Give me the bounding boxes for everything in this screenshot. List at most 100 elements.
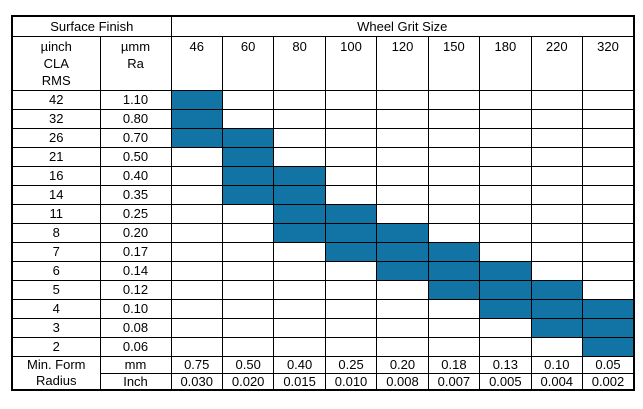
recommended-grit-cell	[170, 89, 223, 110]
grit-cell	[273, 108, 326, 129]
surface-finish-row: 3 0.08	[11, 317, 635, 338]
grit-cell	[273, 146, 326, 167]
grit-cell	[479, 127, 532, 148]
grit-size-header: 320	[582, 35, 635, 91]
grit-cell	[221, 89, 275, 110]
radius-value: 0.18	[427, 355, 481, 374]
recommended-grit-cell	[582, 317, 635, 338]
surface-finish-row: 11 0.25	[11, 203, 635, 224]
radius-value: 0.020	[221, 372, 275, 391]
umm-value: 0.50	[99, 146, 172, 167]
wheel-grit-size-header: Wheel Grit Size	[170, 15, 635, 37]
min-form-radius-row: Min. Form Radius mm 0.75 0.50 0.40 0.25 0.20 0.1…	[11, 355, 635, 391]
grit-cell	[427, 317, 481, 338]
grit-cell	[221, 260, 275, 281]
grit-cell	[170, 184, 223, 205]
umm-ra-header: µmm Ra	[99, 35, 172, 91]
grit-size-header: 46	[170, 35, 223, 91]
grit-size-header: 100	[324, 35, 378, 91]
grit-cell	[479, 241, 532, 262]
grit-cell	[170, 203, 223, 224]
grit-cell	[273, 89, 326, 110]
grit-cell	[170, 298, 223, 319]
min-form-radius-label: Min. Form Radius	[11, 355, 101, 391]
grit-size-header: 150	[427, 35, 481, 91]
grit-cell	[221, 317, 275, 338]
radius-value: 0.13	[479, 355, 532, 374]
grit-cell	[479, 89, 532, 110]
recommended-grit-cell	[221, 146, 275, 167]
grit-cell	[530, 203, 584, 224]
grit-cell	[376, 89, 429, 110]
grit-cell	[582, 89, 635, 110]
grit-cell	[170, 146, 223, 167]
grit-cell	[582, 108, 635, 129]
grit-cell	[273, 260, 326, 281]
recommended-grit-cell	[170, 127, 223, 148]
umm-value: 0.40	[99, 165, 172, 186]
uinch-value: 6	[11, 260, 101, 281]
recommended-grit-cell	[427, 241, 481, 262]
grit-cell	[582, 260, 635, 281]
recommended-grit-cell	[170, 108, 223, 129]
uinch-value: 26	[11, 127, 101, 148]
grit-cell	[479, 203, 532, 224]
grit-cell	[324, 89, 378, 110]
uinch-value: 2	[11, 336, 101, 357]
grit-size-header: 220	[530, 35, 584, 91]
grit-cell	[479, 184, 532, 205]
surface-finish-row: 7 0.17	[11, 241, 635, 262]
grit-cell	[479, 146, 532, 167]
umm-value: 0.17	[99, 241, 172, 262]
grit-cell	[376, 336, 429, 357]
grit-cell	[376, 108, 429, 129]
grit-cell	[582, 127, 635, 148]
grit-cell	[170, 317, 223, 338]
grit-size-header: 80	[273, 35, 326, 91]
radius-value: 0.25	[324, 355, 378, 374]
uinch-value: 16	[11, 165, 101, 186]
grit-cell	[479, 336, 532, 357]
radius-value: 0.40	[273, 355, 326, 374]
grit-cell	[170, 222, 223, 243]
grit-cell	[376, 203, 429, 224]
grit-cell	[324, 165, 378, 186]
grit-cell	[582, 241, 635, 262]
recommended-grit-cell	[324, 222, 378, 243]
uinch-value: 5	[11, 279, 101, 300]
umm-value: 0.35	[99, 184, 172, 205]
uinch-value: 11	[11, 203, 101, 224]
umm-value: 0.10	[99, 298, 172, 319]
surface-finish-row: 21 0.50	[11, 146, 635, 167]
recommended-grit-cell	[427, 260, 481, 281]
grit-cell	[376, 184, 429, 205]
radius-value: 0.20	[376, 355, 429, 374]
recommended-grit-cell	[324, 241, 378, 262]
grit-cell	[376, 165, 429, 186]
grit-cell	[427, 108, 481, 129]
grit-cell	[530, 184, 584, 205]
surface-finish-row: 6 0.14	[11, 260, 635, 281]
recommended-grit-cell	[479, 279, 532, 300]
umm-value: 0.06	[99, 336, 172, 357]
surface-finish-row: 2 0.06	[11, 336, 635, 357]
uinch-value: 8	[11, 222, 101, 243]
recommended-grit-cell	[273, 184, 326, 205]
umm-value: 0.12	[99, 279, 172, 300]
recommended-grit-cell	[479, 298, 532, 319]
grit-cell	[427, 203, 481, 224]
min-form-radius-rows: Min. Form Radius mm 0.75 0.50 0.40 0.25 0.20 0.1…	[11, 355, 635, 391]
grit-cell	[324, 298, 378, 319]
uinch-value: 21	[11, 146, 101, 167]
recommended-grit-cell	[221, 127, 275, 148]
recommended-grit-cell	[376, 260, 429, 281]
radius-unit-label: mm	[99, 355, 172, 374]
grit-cell	[221, 222, 275, 243]
grit-cell	[427, 89, 481, 110]
recommended-grit-cell	[376, 241, 429, 262]
grit-cell	[324, 279, 378, 300]
grit-cell	[170, 260, 223, 281]
grit-cell	[273, 336, 326, 357]
grit-cell	[479, 108, 532, 129]
grit-cell	[582, 203, 635, 224]
